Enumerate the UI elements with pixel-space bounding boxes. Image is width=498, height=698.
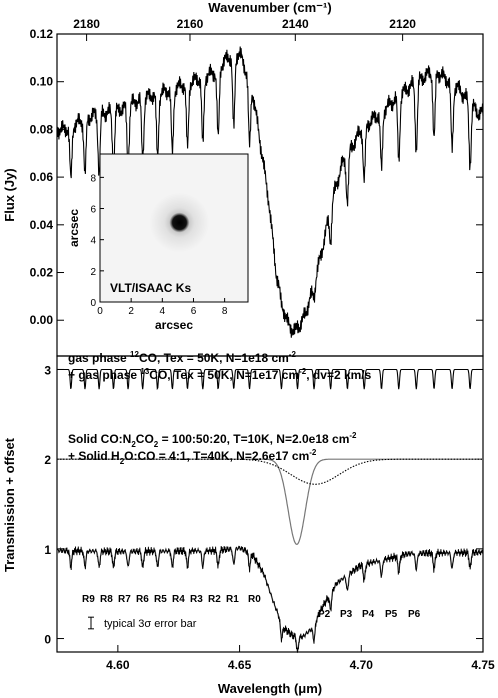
- r-branch-label: R9: [82, 594, 95, 605]
- inset-ticks: 0 2 4 6 8 0 2 4 6 8: [90, 173, 227, 317]
- bottom-panel-frame: [56, 355, 484, 653]
- top-x-tick-label: 2120: [389, 17, 416, 31]
- gas-model-line: [57, 368, 483, 391]
- bottom-x-tick-label: 4.65: [228, 658, 252, 672]
- bottom-panel-ticks: 0 1 2 3 4.60 4.65 4.70 4.75: [44, 363, 495, 672]
- r-branch-label: R8: [100, 594, 113, 605]
- error-bar: typical 3σ error bar: [88, 616, 197, 630]
- top-y-tick-label: 0.08: [30, 122, 54, 136]
- p-branch-label: P2: [318, 609, 331, 620]
- gas-annotation-line2: + gas phase 13CO, Tex = 50K, N=1e17 cm-2…: [68, 367, 372, 382]
- bottom-x-tick-label: 4.70: [350, 658, 374, 672]
- inset-x-tick-label: 0: [97, 306, 103, 317]
- p-branch-label: P5: [385, 609, 398, 620]
- solid-h2o-co-model-line: [57, 458, 483, 485]
- bottom-y-tick-label: 0: [44, 633, 51, 647]
- r-branch-label: R1: [226, 594, 239, 605]
- bottom-x-tick-label: 4.75: [471, 658, 495, 672]
- top-y-tick-label: 0.00: [30, 313, 54, 327]
- error-bar-label: typical 3σ error bar: [104, 618, 197, 630]
- inset-y-tick-label: 2: [90, 267, 96, 278]
- top-y-tick-label: 0.04: [30, 218, 54, 232]
- top-x-tick-label: 2140: [282, 17, 309, 31]
- r-branch-label: R7: [118, 594, 131, 605]
- top-y-tick-label: 0.12: [30, 27, 54, 41]
- r-branch-label: R3: [190, 594, 203, 605]
- bottom-y-tick-label: 3: [44, 363, 51, 377]
- inset-source: [169, 212, 190, 233]
- top-y-tick-label: 0.10: [30, 75, 54, 89]
- r-branch-label: R0: [248, 594, 261, 605]
- inset-x-tick-label: 6: [191, 306, 197, 317]
- top-panel-ticks: 0.00 0.02 0.04 0.06 0.08 0.10 0.12 2180 2160 2140…: [30, 17, 483, 327]
- inset-x-label: arcsec: [155, 318, 193, 332]
- transition-labels: R9 R8 R7 R6 R5 R4 R3 R2 R1 R0 P2 P3 P4 P5 P6: [82, 594, 421, 620]
- p-branch-label: P6: [408, 609, 421, 620]
- top-y-tick-label: 0.06: [30, 170, 54, 184]
- observed-transmission-line: [56, 545, 484, 653]
- inset-x-tick-label: 8: [222, 306, 228, 317]
- inset-y-tick-label: 0: [90, 298, 96, 309]
- bottom-y-tick-label: 2: [44, 453, 51, 467]
- top-y-tick-label: 0.02: [30, 266, 54, 280]
- bottom-panel-data: [56, 368, 484, 654]
- bottom-x-tick-label: 4.60: [106, 658, 130, 672]
- p-branch-label: P4: [362, 609, 375, 620]
- r-branch-label: R5: [154, 594, 167, 605]
- bottom-x-axis-label: Wavelength (μm): [218, 681, 322, 696]
- solid-co-model-line: [57, 458, 483, 545]
- inset-y-label: arcsec: [67, 209, 81, 247]
- r-branch-label: R6: [136, 594, 149, 605]
- inset-y-tick-label: 4: [90, 236, 96, 247]
- inset-label: VLT/ISAAC Ks: [110, 281, 191, 295]
- inset-y-tick-label: 8: [90, 173, 96, 184]
- inset-image: 0 2 4 6 8 0 2 4 6 8 VLT/ISAAC Ks arcsec arcsec: [67, 153, 249, 332]
- top-x-tick-label: 2180: [73, 17, 100, 31]
- top-y-axis-label: Flux (Jy): [2, 168, 17, 221]
- gas-annotation-line1: gas phase 12CO, Tex = 50K, N=1e18 cm-2: [68, 350, 296, 365]
- inset-x-tick-label: 4: [160, 306, 166, 317]
- inset-x-tick-label: 2: [128, 306, 134, 317]
- r-branch-label: R4: [172, 594, 185, 605]
- bottom-y-axis-label: Transmission + offset: [2, 437, 17, 572]
- solid-annotation-line2: + Solid H2O:CO = 4:1, T=40K, N=2.6e17 cm…: [68, 448, 317, 466]
- top-x-axis-label: Wavenumber (cm⁻¹): [208, 0, 331, 15]
- bottom-y-tick-label: 1: [44, 543, 51, 557]
- top-x-tick-label: 2160: [177, 17, 204, 31]
- inset-y-tick-label: 6: [90, 205, 96, 216]
- p-branch-label: P3: [340, 609, 353, 620]
- solid-annotation-line1: Solid CO:N2CO2 = 100:50:20, T=10K, N=2.0…: [68, 431, 357, 449]
- r-branch-label: R2: [208, 594, 221, 605]
